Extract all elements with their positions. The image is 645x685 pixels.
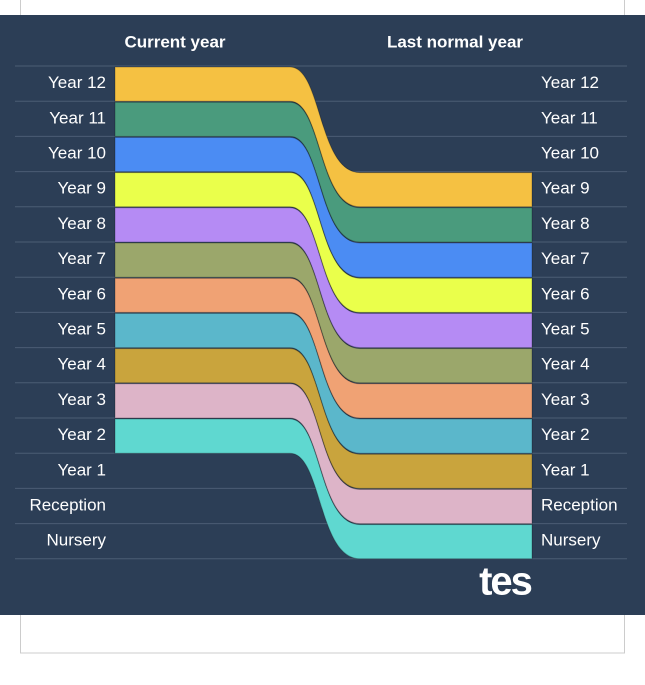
row-label-left: Reception <box>29 495 106 514</box>
row-label-left: Year 1 <box>57 460 106 479</box>
row-label-right: Year 9 <box>541 179 590 198</box>
flow-band <box>114 101 533 243</box>
flow-band <box>114 277 533 419</box>
flow-band <box>114 383 533 525</box>
logo: tes <box>479 560 532 604</box>
flow-band <box>114 242 533 384</box>
row-label-left: Year 5 <box>57 319 106 338</box>
row-label-left: Year 8 <box>57 214 106 233</box>
header-right: Last normal year <box>387 32 523 51</box>
row-label-left: Year 10 <box>48 143 106 162</box>
flow-band <box>114 312 533 454</box>
flow-band <box>114 418 533 560</box>
row-label-right: Reception <box>541 495 618 514</box>
row-label-left: Nursery <box>46 531 106 550</box>
row-label-right: Year 3 <box>541 390 590 409</box>
row-label-right: Year 2 <box>541 425 590 444</box>
row-label-right: Year 4 <box>541 355 590 374</box>
row-label-right: Year 10 <box>541 143 599 162</box>
row-label-left: Year 2 <box>57 425 106 444</box>
row-label-right: Year 12 <box>541 73 599 92</box>
row-label-left: Year 4 <box>57 355 106 374</box>
flow-band <box>114 172 533 313</box>
row-label-right: Year 7 <box>541 249 590 268</box>
flow-band <box>114 136 533 278</box>
row-label-right: Nursery <box>541 531 601 550</box>
flow-band <box>114 348 533 489</box>
row-label-right: Year 1 <box>541 460 590 479</box>
row-label-right: Year 6 <box>541 284 590 303</box>
row-label-left: Year 9 <box>57 179 106 198</box>
row-label-left: Year 6 <box>57 284 106 303</box>
row-label-right: Year 11 <box>541 108 598 127</box>
row-label-right: Year 5 <box>541 319 590 338</box>
header-left: Current year <box>124 32 225 51</box>
row-label-left: Year 11 <box>49 108 106 127</box>
row-label-right: Year 8 <box>541 214 590 233</box>
flow-band <box>114 66 533 208</box>
flow-band <box>114 207 533 349</box>
row-label-left: Year 7 <box>57 249 106 268</box>
row-label-left: Year 12 <box>48 73 106 92</box>
row-label-left: Year 3 <box>57 390 106 409</box>
